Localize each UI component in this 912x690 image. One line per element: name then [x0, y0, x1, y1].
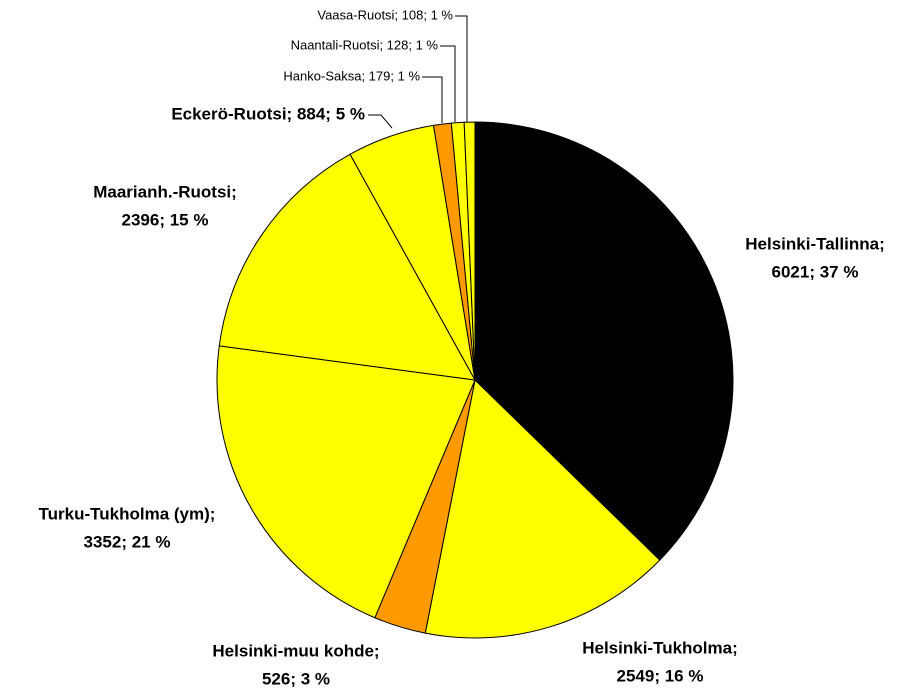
data-label: 3352; 21 %: [84, 532, 171, 551]
pie: [216, 121, 734, 639]
data-label: Vaasa-Ruotsi; 108; 1 %: [317, 7, 453, 22]
leader-line: [368, 114, 393, 129]
data-label: 2549; 16 %: [617, 666, 704, 685]
data-label: Helsinki-Tallinna;: [745, 234, 885, 253]
leader-line: [455, 15, 468, 122]
leader-line: [422, 76, 443, 123]
data-label: Eckerö-Ruotsi; 884; 5 %: [171, 104, 365, 123]
data-label: Turku-Tukholma (ym);: [39, 504, 216, 523]
pie-slice: [474, 121, 734, 561]
data-label: 2396; 15 %: [122, 210, 209, 229]
pie-slice: [218, 153, 476, 381]
pie-slice: [424, 378, 661, 639]
data-label: Naantali-Ruotsi; 128; 1 %: [291, 37, 439, 52]
data-label: Helsinki-muu kohde;: [212, 641, 379, 660]
data-label: 6021; 37 %: [772, 262, 859, 281]
pie-slice: [463, 121, 476, 381]
data-label: Helsinki-Tukholma;: [582, 638, 738, 657]
pie-slice: [216, 345, 476, 619]
leader-lines: [368, 15, 468, 129]
leader-line: [440, 45, 456, 122]
data-label: Hanko-Saksa; 179; 1 %: [283, 68, 420, 83]
data-label: 526; 3 %: [262, 669, 330, 688]
data-label: Maarianh.-Ruotsi;: [93, 182, 237, 201]
